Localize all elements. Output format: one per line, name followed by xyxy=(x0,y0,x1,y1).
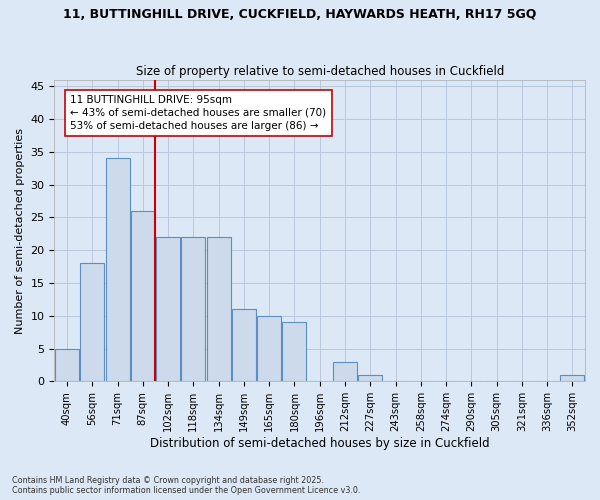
Bar xyxy=(156,237,180,382)
Bar xyxy=(106,158,130,382)
Text: 11 BUTTINGHILL DRIVE: 95sqm
← 43% of semi-detached houses are smaller (70)
53% o: 11 BUTTINGHILL DRIVE: 95sqm ← 43% of sem… xyxy=(70,95,326,131)
Bar xyxy=(358,375,382,382)
Bar xyxy=(283,322,307,382)
Bar xyxy=(333,362,357,382)
Bar xyxy=(181,237,205,382)
Bar xyxy=(131,211,155,382)
Text: 11, BUTTINGHILL DRIVE, CUCKFIELD, HAYWARDS HEATH, RH17 5GQ: 11, BUTTINGHILL DRIVE, CUCKFIELD, HAYWAR… xyxy=(64,8,536,20)
Bar xyxy=(232,309,256,382)
Bar xyxy=(55,348,79,382)
Bar xyxy=(80,264,104,382)
Text: Contains HM Land Registry data © Crown copyright and database right 2025.
Contai: Contains HM Land Registry data © Crown c… xyxy=(12,476,361,495)
Bar xyxy=(257,316,281,382)
Title: Size of property relative to semi-detached houses in Cuckfield: Size of property relative to semi-detach… xyxy=(136,66,504,78)
X-axis label: Distribution of semi-detached houses by size in Cuckfield: Distribution of semi-detached houses by … xyxy=(150,437,490,450)
Bar xyxy=(206,237,230,382)
Bar xyxy=(560,375,584,382)
Y-axis label: Number of semi-detached properties: Number of semi-detached properties xyxy=(15,128,25,334)
